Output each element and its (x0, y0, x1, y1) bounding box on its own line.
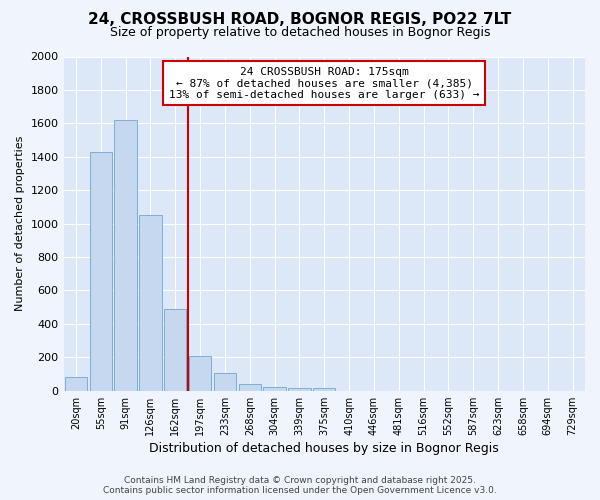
Bar (288, 388, 311, 390)
Bar (263, 387, 286, 390)
Bar (214, 373, 236, 390)
Text: 24 CROSSBUSH ROAD: 175sqm
← 87% of detached houses are smaller (4,385)
13% of se: 24 CROSSBUSH ROAD: 175sqm ← 87% of detac… (169, 66, 479, 100)
Bar (115, 120, 137, 390)
X-axis label: Distribution of detached houses by size in Bognor Regis: Distribution of detached houses by size … (149, 442, 499, 455)
Y-axis label: Number of detached properties: Number of detached properties (15, 136, 25, 312)
Text: 24, CROSSBUSH ROAD, BOGNOR REGIS, PO22 7LT: 24, CROSSBUSH ROAD, BOGNOR REGIS, PO22 7… (88, 12, 512, 28)
Bar (65, 378, 87, 390)
Text: Size of property relative to detached houses in Bognor Regis: Size of property relative to detached ho… (110, 26, 490, 39)
Bar (189, 356, 211, 390)
Text: Contains HM Land Registry data © Crown copyright and database right 2025.
Contai: Contains HM Land Registry data © Crown c… (103, 476, 497, 495)
Bar (89, 152, 112, 390)
Bar (164, 309, 187, 390)
Bar (313, 388, 335, 390)
Bar (239, 384, 261, 390)
Bar (139, 215, 161, 390)
